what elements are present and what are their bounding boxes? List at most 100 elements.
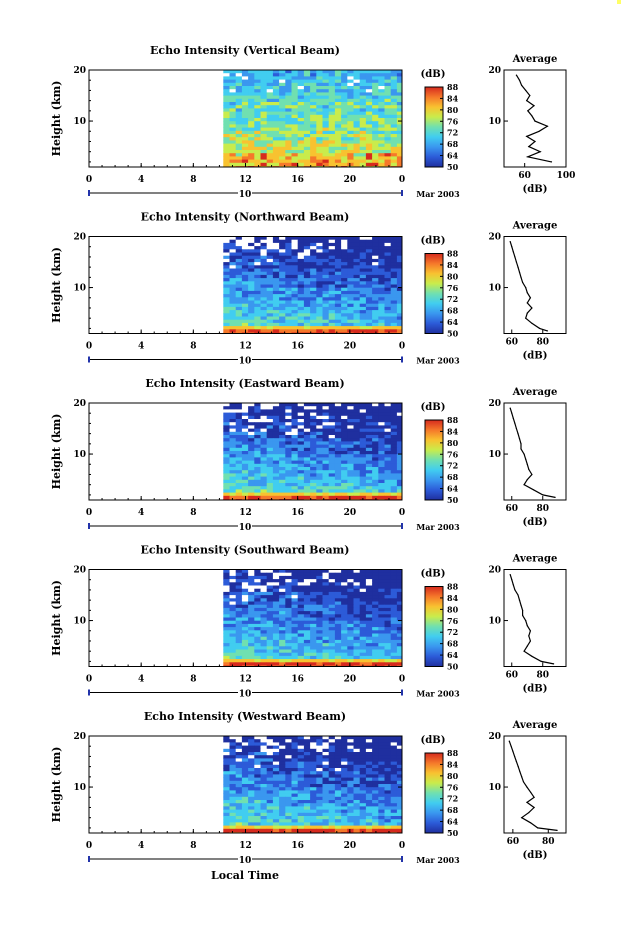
heatmap-cell <box>241 310 249 314</box>
heatmap-cell <box>235 451 243 455</box>
heatmap-cell <box>316 105 323 109</box>
heatmap-cell <box>297 604 305 609</box>
heatmap-cell <box>347 816 354 820</box>
colorbar-tick-label: 88 <box>447 415 459 425</box>
average-profile-point <box>532 489 535 491</box>
heatmap-cell <box>241 803 249 807</box>
heatmap-cell <box>291 662 299 666</box>
heatmap-cell <box>353 495 361 500</box>
heatmap-cell <box>316 70 323 74</box>
heatmap-cell <box>248 800 255 804</box>
x-tick-label: 8 <box>190 675 196 685</box>
heatmap-cell <box>347 102 354 106</box>
heatmap-cell <box>229 428 237 433</box>
heatmap-cell <box>365 89 373 93</box>
heatmap-cell <box>328 306 336 311</box>
heatmap-cell <box>285 137 292 141</box>
heatmap-cell <box>260 809 268 814</box>
heatmap-cell <box>272 127 280 132</box>
heatmap-cell <box>341 425 348 429</box>
heatmap-cell <box>322 262 330 266</box>
heatmap-cell <box>241 137 249 141</box>
heatmap-cell <box>378 150 385 154</box>
heatmap-cell <box>334 774 342 778</box>
heatmap-cell <box>322 130 330 135</box>
heatmap-cell <box>328 748 336 753</box>
heatmap-cell <box>353 659 361 663</box>
heatmap-cell <box>316 604 323 609</box>
heatmap-cell <box>291 607 299 612</box>
heatmap-cell <box>310 617 317 622</box>
heatmap-cell <box>297 652 305 657</box>
heatmap-cell <box>365 639 373 644</box>
heatmap-cell <box>303 579 311 583</box>
heatmap-cell <box>316 134 323 138</box>
heatmap-cell <box>254 313 261 317</box>
heatmap-cell <box>285 460 292 465</box>
heatmap-cell <box>235 806 243 810</box>
heatmap-cell <box>241 454 249 458</box>
heatmap-cell <box>266 467 274 471</box>
heatmap-cell <box>322 774 330 778</box>
heatmap-cell <box>347 825 354 830</box>
heatmap-cell <box>378 95 385 100</box>
average-profile-point <box>515 427 518 430</box>
heatmap-cell <box>266 492 274 497</box>
heatmap-cell <box>316 108 323 112</box>
heatmap-cell <box>272 441 280 445</box>
heatmap-cell <box>241 473 249 477</box>
heatmap-cell <box>229 739 237 743</box>
heatmap-cell <box>378 483 385 487</box>
heatmap-cell <box>235 617 243 622</box>
heatmap-cell <box>353 287 361 292</box>
heatmap-cell <box>248 771 255 775</box>
heatmap-cell <box>316 143 323 148</box>
heatmap-cell <box>384 604 392 609</box>
heatmap-cell <box>254 111 261 116</box>
heatmap-cell <box>365 588 373 593</box>
heatmap-cell <box>359 258 367 263</box>
heatmap-cell <box>384 249 392 253</box>
heatmap-cell <box>316 73 323 77</box>
heatmap-cell <box>297 419 305 423</box>
heatmap-cell <box>372 611 379 615</box>
heatmap-cell <box>328 607 336 612</box>
heatmap-cell <box>291 134 299 138</box>
heatmap-cell <box>223 768 230 772</box>
heatmap-cell <box>359 620 367 625</box>
heatmap-cell <box>347 793 354 798</box>
heatmap-cell <box>223 121 230 125</box>
heatmap-cell <box>303 588 311 593</box>
heatmap-cell <box>334 752 342 756</box>
heatmap-cell <box>365 598 373 602</box>
heatmap-cell <box>235 310 243 314</box>
heatmap-cell <box>260 451 268 455</box>
heatmap-cell <box>384 252 392 257</box>
heatmap-cell <box>341 598 348 602</box>
heatmap-cell <box>390 274 398 279</box>
heatmap-cell <box>297 454 305 458</box>
heatmap-cell <box>254 620 261 625</box>
heatmap-cell <box>272 451 280 455</box>
heatmap-cell <box>372 768 379 772</box>
heatmap-cell <box>260 454 268 458</box>
heatmap-cell <box>341 105 348 109</box>
heatmap-cell <box>328 483 336 487</box>
heatmap-cell <box>297 265 305 269</box>
heatmap-cell <box>266 758 274 762</box>
heatmap-cell <box>390 662 398 666</box>
heatmap-cell <box>248 431 255 436</box>
heatmap-cell <box>378 127 385 132</box>
heatmap-cell <box>260 742 268 746</box>
heatmap-cell <box>396 156 402 160</box>
heatmap-cell <box>223 486 230 490</box>
heatmap-cell <box>291 89 299 93</box>
heatmap-cell <box>316 255 323 260</box>
heatmap-cell <box>291 438 299 442</box>
heatmap-cell <box>359 598 367 602</box>
heatmap-cell <box>266 268 274 273</box>
heatmap-cell <box>279 470 286 474</box>
heatmap-cell <box>260 793 268 798</box>
heatmap-cell <box>372 633 379 638</box>
heatmap-cell <box>328 108 336 112</box>
